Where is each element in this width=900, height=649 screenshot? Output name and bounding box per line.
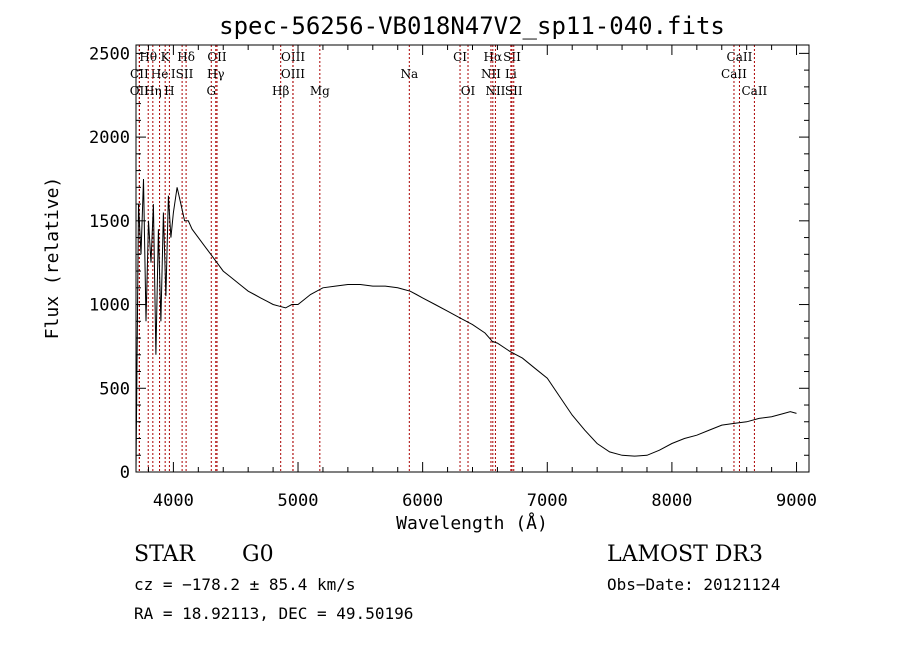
line-marker-label-21: G bbox=[206, 84, 216, 98]
line-marker-label-1: K bbox=[161, 50, 171, 64]
line-marker-label-2: Hδ bbox=[177, 50, 195, 64]
x-axis-label: Wavelength (Å) bbox=[396, 512, 548, 534]
line-marker-label-12: Hγ bbox=[207, 67, 225, 81]
line-marker-label-11: ISII bbox=[171, 67, 194, 81]
x-tick-label-3: 7000 bbox=[527, 491, 568, 511]
line-marker-label-26: SII bbox=[505, 84, 523, 98]
line-marker-label-16: Li bbox=[505, 67, 517, 81]
line-marker-label-17: CaII bbox=[721, 67, 747, 81]
object-subclass: G0 bbox=[242, 542, 274, 567]
y-tick-label-5: 2500 bbox=[89, 44, 130, 64]
line-marker-label-19: Hη bbox=[144, 84, 162, 98]
line-marker-label-5: CI bbox=[453, 50, 467, 64]
chart-title: spec-56256-VB018N47V2_sp11-040.fits bbox=[219, 12, 725, 40]
x-tick-label-1: 5000 bbox=[278, 491, 319, 511]
axes: 4000 5000 6000 7000 8000 9000 0 500 1000 1500 2000… bbox=[89, 44, 817, 511]
line-marker-label-22: Hβ bbox=[272, 84, 289, 98]
x-tick-label-5: 9000 bbox=[776, 491, 817, 511]
y-tick-label-3: 1500 bbox=[89, 212, 130, 232]
line-marker-label-25: NII bbox=[485, 84, 505, 98]
y-tick-label-4: 2000 bbox=[89, 128, 130, 148]
line-marker-label-10: He bbox=[151, 67, 169, 81]
line-marker-label-24: OI bbox=[461, 84, 476, 98]
line-marker-label-13: OIII bbox=[281, 67, 305, 81]
plot-frame bbox=[135, 44, 810, 473]
observation-date: Obs−Date: 20121124 bbox=[607, 575, 780, 594]
y-axis-label: Flux (relative) bbox=[42, 177, 63, 340]
line-marker-label-7: SII bbox=[503, 50, 521, 64]
line-marker-label-6: Hα bbox=[484, 50, 503, 64]
line-marker-label-14: Na bbox=[400, 67, 418, 81]
line-marker-label-0: Hθ bbox=[139, 50, 157, 64]
y-tick-label-1: 500 bbox=[99, 379, 130, 399]
survey-name: LAMOST DR3 bbox=[607, 542, 763, 567]
line-marker-label-18: OII bbox=[130, 84, 150, 98]
line-marker-label-8: CaII bbox=[727, 50, 753, 64]
y-tick-label-0: 0 bbox=[120, 463, 130, 483]
object-class: STAR bbox=[134, 542, 196, 567]
flux-series-line bbox=[135, 178, 797, 473]
line-marker-label-23: Mg bbox=[310, 84, 330, 98]
x-tick-label-4: 8000 bbox=[651, 491, 692, 511]
y-tick-label-2: 1000 bbox=[89, 296, 130, 316]
x-tick-label-2: 6000 bbox=[402, 491, 443, 511]
line-marker-label-15: NII bbox=[481, 67, 501, 81]
line-marker-label-27: CaII bbox=[741, 84, 767, 98]
line-marker-label-3: OII bbox=[207, 50, 227, 64]
ra-dec-coordinates: RA = 18.92113, DEC = 49.50196 bbox=[134, 604, 413, 623]
redshift-cz: cz = −178.2 ± 85.4 km/s bbox=[134, 575, 356, 594]
x-tick-label-0: 4000 bbox=[153, 491, 194, 511]
line-marker-label-20: H bbox=[164, 84, 174, 98]
